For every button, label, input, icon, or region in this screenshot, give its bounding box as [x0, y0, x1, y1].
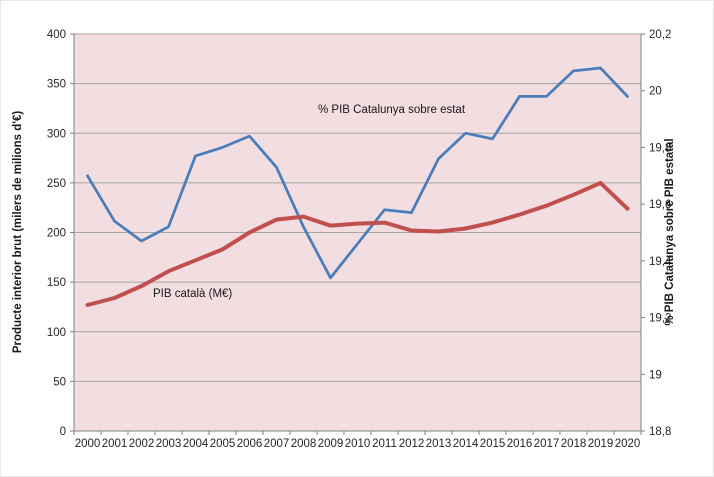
right-tick-label: 19,6	[649, 199, 671, 211]
right-axis-title: % PIB Catalunya sobre PIB estatal	[664, 138, 676, 326]
x-tick-label: 2004	[183, 438, 209, 450]
x-tick-label: 2011	[372, 438, 397, 450]
right-tick-label: 19,8	[649, 142, 671, 154]
left-tick-label: 50	[53, 376, 66, 388]
right-tick-label: 20,2	[649, 29, 671, 41]
left-tick-label: 300	[47, 128, 66, 140]
x-tick-label: 2001	[102, 438, 128, 450]
x-tick-label: 2020	[615, 438, 641, 450]
pib-series-label: PIB català (M€)	[153, 288, 233, 300]
x-tick-label: 2014	[453, 438, 479, 450]
right-tick-label: 19	[649, 369, 662, 381]
x-tick-label: 2006	[237, 438, 263, 450]
left-tick-label: 250	[47, 178, 66, 190]
x-tick-label: 2015	[480, 438, 506, 450]
left-tick-label: 100	[47, 327, 66, 339]
left-axis-title: Producte interior brut (milers de milion…	[12, 110, 24, 354]
x-tick-label: 2008	[291, 438, 317, 450]
pib-catala-line	[85, 180, 630, 307]
right-tick-label: 18,8	[649, 426, 671, 438]
left-tick-label: 400	[47, 29, 66, 41]
right-tick-label: 20	[649, 86, 662, 98]
x-tick-label: 2003	[156, 438, 182, 450]
x-tick-label: 2013	[426, 438, 452, 450]
x-tick-label: 2018	[561, 438, 587, 450]
x-tick-label: 2017	[534, 438, 560, 450]
left-tick-label: 0	[60, 426, 66, 438]
percent-catalunya-line	[86, 66, 629, 280]
left-tick-label: 200	[47, 228, 66, 240]
left-tick-label: 350	[47, 79, 66, 91]
x-tick-label: 2002	[129, 438, 155, 450]
x-tick-label: 2019	[588, 438, 614, 450]
x-tick-label: 2016	[507, 438, 533, 450]
x-tick-label: 2005	[210, 438, 236, 450]
x-tick-label: 2009	[318, 438, 344, 450]
right-tick-label: 19,4	[649, 256, 672, 268]
x-tick-label: 2007	[264, 438, 290, 450]
x-tick-label: 2010	[345, 438, 371, 450]
percent-series-label: % PIB Catalunya sobre estat	[318, 104, 466, 116]
left-tick-label: 150	[47, 277, 66, 289]
x-tick-label: 2012	[399, 438, 425, 450]
right-tick-label: 19,2	[649, 313, 671, 325]
x-tick-label: 2000	[75, 438, 101, 450]
